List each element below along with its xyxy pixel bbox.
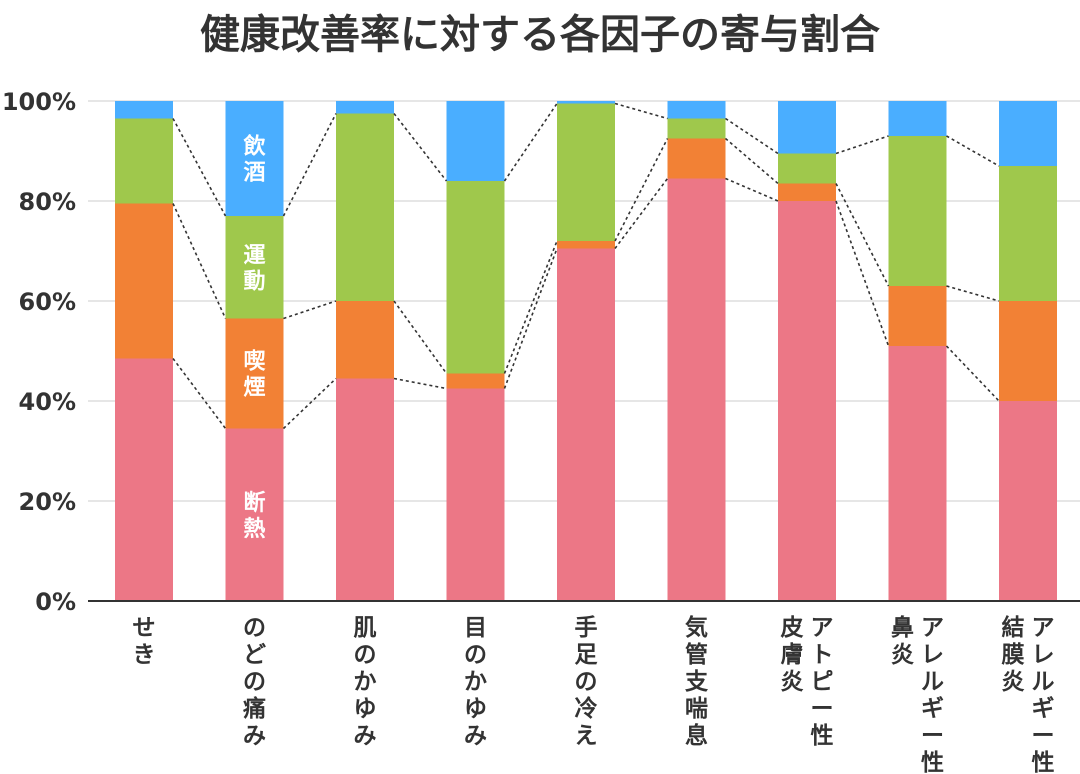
x-tick-label: 鼻炎 xyxy=(891,614,914,668)
connector-line xyxy=(725,117,779,155)
bar-segment xyxy=(115,358,173,601)
connector-line xyxy=(172,118,227,217)
bar-segment xyxy=(888,136,947,286)
segment-label: 飲酒 xyxy=(242,134,266,186)
bar-segment xyxy=(888,346,947,601)
x-tick-label: 気管支喘息 xyxy=(684,614,709,749)
bar-segment xyxy=(999,101,1057,166)
bar-segment xyxy=(557,103,615,241)
connector-line xyxy=(283,300,337,320)
x-tick-label: せき xyxy=(133,615,156,668)
connector-line xyxy=(393,113,448,182)
bar-segment xyxy=(336,378,394,601)
bar-segment xyxy=(667,178,726,601)
y-tick-label: 0% xyxy=(35,588,76,616)
connector-line xyxy=(393,377,447,390)
bar-segment xyxy=(446,373,505,389)
x-tick-label: アトピー性 xyxy=(811,615,834,749)
bar-segment xyxy=(667,118,726,139)
bar-segment xyxy=(667,138,726,179)
bar-segment xyxy=(778,101,836,154)
segment-label: 運動 xyxy=(243,243,265,294)
bar-segment xyxy=(778,183,836,201)
bar-segment xyxy=(667,101,726,119)
chart-title: 健康改善率に対する各因子の寄与割合 xyxy=(200,12,880,58)
y-tick-label: 40% xyxy=(19,388,76,416)
bar-segment xyxy=(999,401,1057,601)
connector-line xyxy=(614,178,669,249)
bar-segment xyxy=(225,428,284,601)
bar-segment xyxy=(225,216,284,319)
bar-segment xyxy=(225,318,284,429)
connector-line xyxy=(835,183,890,287)
bar-segment xyxy=(557,101,615,104)
x-tick-label: 手足の冷え xyxy=(575,615,598,749)
bar-segment xyxy=(888,286,947,346)
bar-segment xyxy=(336,113,394,301)
bar-segment xyxy=(446,101,505,181)
bar-segment xyxy=(778,153,836,184)
connector-line xyxy=(282,377,337,430)
y-tick-label: 80% xyxy=(19,188,76,216)
connector-line xyxy=(724,137,779,185)
bar-segment xyxy=(336,101,394,114)
connector-line xyxy=(282,113,337,217)
y-tick-label: 60% xyxy=(19,288,76,316)
bar-segment xyxy=(888,101,947,136)
connector-line xyxy=(503,240,558,374)
connector-line xyxy=(835,135,889,155)
connector-line xyxy=(503,248,558,389)
segment-label: 断熱 xyxy=(243,490,265,542)
connector-line xyxy=(946,285,1000,302)
bar-segment xyxy=(115,118,173,204)
connector-line xyxy=(393,300,448,374)
bar-segment xyxy=(999,166,1057,301)
y-tick-label: 100% xyxy=(2,88,76,116)
connector-line xyxy=(945,345,1000,402)
connector-line xyxy=(946,135,1000,167)
x-tick-label: アレルギー性 xyxy=(921,615,944,774)
connector-line xyxy=(725,177,779,202)
x-tick-label: のどの痛み xyxy=(243,615,266,749)
x-tick-label: 結膜炎 xyxy=(1002,614,1025,695)
x-tick-label: 目のかゆみ xyxy=(464,615,487,749)
bar-segment xyxy=(446,181,505,374)
bar-segment xyxy=(557,241,615,249)
bar-segment xyxy=(225,101,284,216)
x-tick-label: 皮膚炎 xyxy=(781,615,804,695)
bar-segment xyxy=(115,203,173,359)
connector-line xyxy=(614,138,669,242)
connector-line xyxy=(503,103,558,182)
connector-line xyxy=(172,358,227,429)
bar-segment xyxy=(115,101,173,119)
bar-segment xyxy=(999,301,1057,401)
bar-segment xyxy=(557,248,615,601)
bar-segment xyxy=(778,201,836,601)
connector-line xyxy=(835,200,890,347)
connector-line xyxy=(614,102,668,120)
segment-label: 喫煙 xyxy=(243,349,266,401)
x-tick-label: アレルギー性 xyxy=(1032,615,1055,774)
y-tick-label: 20% xyxy=(19,488,76,516)
x-tick-label: 肌のかゆみ xyxy=(354,615,377,749)
bar-segment xyxy=(446,388,505,601)
bar-segment xyxy=(336,301,394,379)
